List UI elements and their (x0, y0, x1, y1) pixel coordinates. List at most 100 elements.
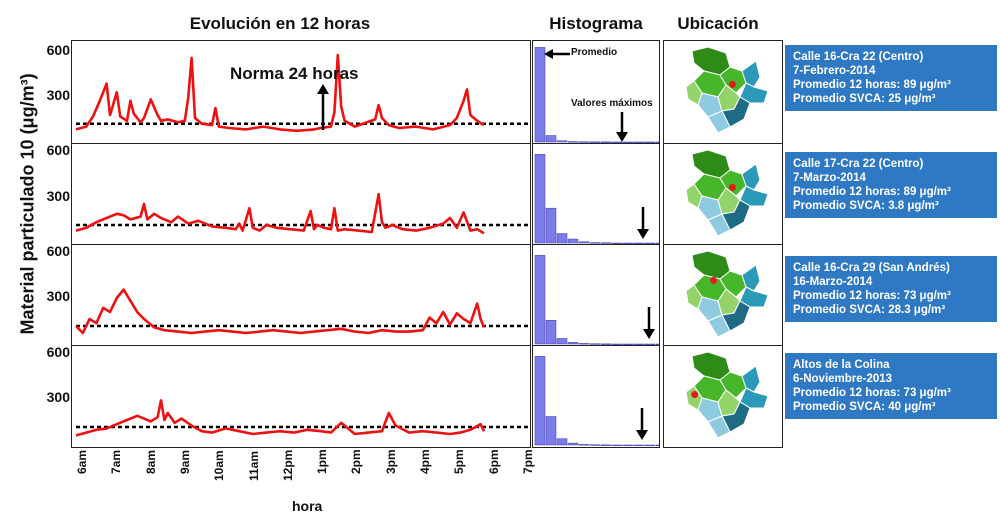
histogram-bar (600, 444, 612, 446)
histogram-bar (600, 242, 612, 244)
promedio-12h: Promedio 12 horas: 73 μg/m³ (793, 290, 951, 302)
histogram-bar (534, 47, 546, 143)
norma-arrow (317, 84, 329, 130)
map-region-east (741, 264, 761, 292)
histogram-bar (578, 444, 590, 446)
histogram-bar (556, 438, 568, 446)
line-chart-4 (75, 399, 528, 437)
station-name: Calle 16-Cra 29 (San Andrés) (793, 262, 950, 274)
valores-maximos-label: Valores máximos (571, 98, 653, 109)
map-region-far-south (707, 415, 731, 439)
map-region-east (741, 163, 761, 191)
x-tick-label: 4pm (418, 448, 432, 474)
ubicacion-title: Ubicación (677, 14, 759, 33)
station-date: 7-Febrero-2014 (793, 65, 876, 77)
line-panel-3 (71, 244, 531, 347)
x-tick-label: 9am (177, 449, 192, 474)
histogram-bar (545, 320, 557, 345)
map-region-north (691, 46, 731, 76)
line-chart-3 (75, 288, 528, 335)
line-chart-1 (75, 53, 528, 133)
histogram-bar (644, 343, 656, 346)
promedio-12h: Promedio 12 horas: 89 μg/m³ (793, 186, 951, 198)
x-tick-label: 2pm (349, 448, 364, 474)
histogram-bar (633, 343, 645, 346)
map-region-east (741, 60, 761, 88)
location-map (685, 351, 769, 439)
map-region-north (691, 250, 731, 280)
histogram-bar (600, 141, 612, 143)
station-date: 7-Marzo-2014 (793, 172, 866, 184)
promedio-svca: Promedio SVCA: 28.3 μg/m³ (793, 304, 946, 316)
location-map (685, 250, 769, 338)
histogram-bar (633, 444, 645, 447)
x-tick-label: 1pm (315, 448, 330, 474)
histogram-bar (567, 141, 579, 143)
line-panel-2 (71, 143, 531, 246)
map-region-west (685, 284, 703, 310)
info-box-3: Calle 16-Cra 29 (San Andrés) 16-Marzo-20… (785, 256, 997, 322)
histogram-bar (578, 241, 590, 244)
histogram-bar (567, 342, 579, 345)
histogram-bar (578, 343, 590, 345)
histogram-4 (534, 356, 659, 447)
histogram-bar (545, 135, 557, 143)
station-marker (728, 183, 736, 191)
histogram-bar (633, 242, 645, 245)
info-box-1: Calle 16-Cra 22 (Centro) 7-Febrero-2014 … (785, 45, 997, 111)
histogram-bar (589, 444, 601, 446)
histogram-3 (534, 255, 659, 346)
station-marker (710, 276, 718, 284)
histogram-bar (600, 343, 612, 345)
x-tick-label: 10am (212, 450, 227, 481)
histogram-bar (622, 141, 634, 144)
map-region-north (691, 149, 731, 179)
y-tick-300-p1: 300 (46, 87, 70, 103)
map-panel-2 (663, 143, 783, 246)
histogram-panel-3 (532, 244, 660, 347)
x-tick-label: 5pm (452, 448, 467, 474)
histogram-bar (534, 154, 546, 244)
histogram-bar (655, 444, 659, 447)
station-name: Calle 17-Cra 22 (Centro) (793, 158, 924, 170)
histogram-bar (589, 242, 601, 244)
station-marker (728, 80, 736, 88)
histogram-bar (589, 141, 601, 143)
location-map (685, 149, 769, 237)
histogram-bar (611, 444, 623, 447)
histogram-bar (644, 242, 656, 245)
promedio-svca: Promedio SVCA: 3.8 μg/m³ (793, 200, 939, 212)
histogram-bar (556, 338, 568, 345)
map-region-far-south (707, 213, 731, 237)
norma-label: Norma 24 horas (230, 64, 359, 83)
map-region-north (691, 351, 731, 381)
y-tick-600-p1: 600 (46, 42, 70, 58)
histogram-bar (534, 356, 546, 446)
promedio-svca: Promedio SVCA: 25 μg/m³ (793, 93, 936, 105)
histogram-bar (622, 444, 634, 447)
map-region-west (685, 80, 703, 106)
station-marker (691, 390, 699, 398)
x-tick-label: 11am (246, 450, 261, 481)
map-panel-4 (663, 345, 783, 448)
promedio-label: Promedio (571, 47, 618, 58)
y-tick-300-p4: 300 (46, 389, 70, 405)
line-chart-2 (75, 192, 528, 235)
histogram-bar (534, 255, 546, 345)
histogram-bar (578, 141, 590, 143)
map-region-west (685, 183, 703, 209)
histogram-bar (622, 242, 634, 245)
histogram-bar (655, 242, 659, 245)
x-tick-label: 7pm (520, 448, 535, 474)
max-arrow-2 (637, 207, 649, 239)
line-panel-4 (71, 345, 531, 448)
y-axis-label: Material particulado 10 (μg/m³) (17, 73, 38, 335)
evolucion-title: Evolución en 12 horas (189, 14, 371, 33)
promedio-svca: Promedio SVCA: 40 μg/m³ (793, 401, 936, 413)
pm10-series-line (75, 192, 485, 235)
histogram-bar (655, 343, 659, 346)
x-tick-label: 6pm (486, 448, 501, 474)
pm10-series-line (75, 288, 486, 335)
histogram-1 (534, 47, 659, 144)
map-region-west (685, 385, 703, 411)
